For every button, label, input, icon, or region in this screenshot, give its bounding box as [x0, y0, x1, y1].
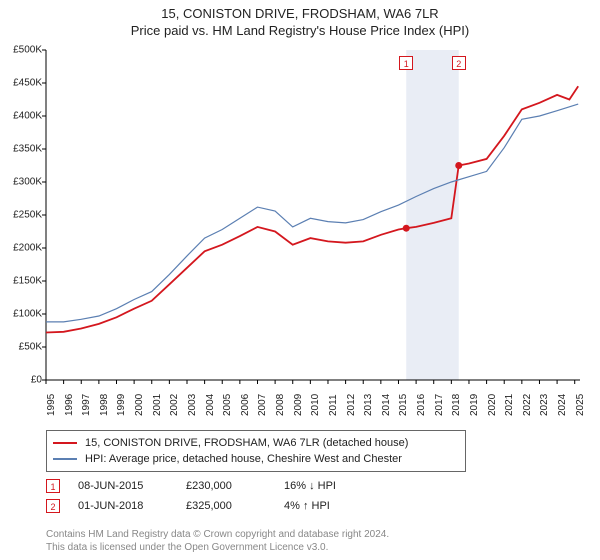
x-tick-label: 2018 [451, 394, 462, 416]
event-marker: 2 [452, 56, 466, 70]
x-tick-label: 2022 [522, 394, 533, 416]
y-tick-label: £50K [19, 342, 42, 353]
legend-label: HPI: Average price, detached house, Ches… [85, 451, 402, 467]
y-tick-label: £450K [13, 78, 42, 89]
x-tick-label: 2011 [328, 394, 339, 416]
x-tick-label: 2003 [187, 394, 198, 416]
legend-label: 15, CONISTON DRIVE, FRODSHAM, WA6 7LR (d… [85, 435, 408, 451]
sale-price: £230,000 [186, 480, 266, 492]
x-tick-label: 2006 [240, 394, 251, 416]
y-tick-label: £150K [13, 276, 42, 287]
footer-line-2: This data is licensed under the Open Gov… [46, 541, 389, 554]
y-tick-label: £500K [13, 45, 42, 56]
chart-svg [46, 50, 580, 380]
x-tick-label: 1999 [116, 394, 127, 416]
sale-marker: 1 [46, 479, 60, 493]
x-tick-label: 2010 [310, 394, 321, 416]
x-tick-label: 2015 [398, 394, 409, 416]
legend-swatch [53, 442, 77, 444]
legend-item: HPI: Average price, detached house, Ches… [53, 451, 459, 467]
legend: 15, CONISTON DRIVE, FRODSHAM, WA6 7LR (d… [46, 430, 466, 472]
x-tick-label: 2016 [416, 394, 427, 416]
x-tick-label: 2004 [205, 394, 216, 416]
sale-diff: 4% ↑ HPI [284, 500, 374, 512]
x-tick-label: 2020 [487, 394, 498, 416]
legend-swatch [53, 458, 77, 460]
y-tick-label: £350K [13, 144, 42, 155]
sale-date: 01-JUN-2018 [78, 500, 168, 512]
y-tick-label: £100K [13, 309, 42, 320]
title-line-2: Price paid vs. HM Land Registry's House … [0, 23, 600, 38]
sale-row: 1 08-JUN-2015 £230,000 16% ↓ HPI [46, 476, 374, 496]
x-tick-label: 1997 [81, 394, 92, 416]
x-tick-label: 2013 [363, 394, 374, 416]
x-tick-label: 2019 [469, 394, 480, 416]
x-tick-label: 2024 [557, 394, 568, 416]
sale-price: £325,000 [186, 500, 266, 512]
footer-attribution: Contains HM Land Registry data © Crown c… [46, 528, 389, 554]
x-tick-label: 2014 [381, 394, 392, 416]
sale-marker: 2 [46, 499, 60, 513]
y-tick-label: £250K [13, 210, 42, 221]
sale-diff: 16% ↓ HPI [284, 480, 374, 492]
chart-plot-area: 12 [46, 50, 580, 380]
x-tick-label: 2007 [257, 394, 268, 416]
x-tick-label: 2000 [134, 394, 145, 416]
x-tick-label: 2017 [434, 394, 445, 416]
x-tick-label: 2025 [575, 394, 586, 416]
x-tick-label: 2001 [152, 394, 163, 416]
sales-table: 1 08-JUN-2015 £230,000 16% ↓ HPI 2 01-JUN-201… [46, 476, 374, 516]
y-tick-label: £0 [31, 375, 42, 386]
sale-date: 08-JUN-2015 [78, 480, 168, 492]
x-tick-label: 2021 [504, 394, 515, 416]
x-tick-label: 2002 [169, 394, 180, 416]
title-line-1: 15, CONISTON DRIVE, FRODSHAM, WA6 7LR [0, 6, 600, 21]
y-axis-labels: £0£50K£100K£150K£200K£250K£300K£350K£400… [0, 50, 44, 380]
x-tick-label: 2009 [293, 394, 304, 416]
x-tick-label: 1995 [46, 394, 57, 416]
sale-row: 2 01-JUN-2018 £325,000 4% ↑ HPI [46, 496, 374, 516]
x-tick-label: 1998 [99, 394, 110, 416]
x-tick-label: 2008 [275, 394, 286, 416]
legend-item: 15, CONISTON DRIVE, FRODSHAM, WA6 7LR (d… [53, 435, 459, 451]
event-marker: 1 [399, 56, 413, 70]
x-tick-label: 2005 [222, 394, 233, 416]
x-axis-labels: 1995 1996 1997 1998 1999 2000 2001 2002 2003 2004… [46, 384, 580, 424]
x-tick-label: 2023 [539, 394, 550, 416]
footer-line-1: Contains HM Land Registry data © Crown c… [46, 528, 389, 541]
y-tick-label: £200K [13, 243, 42, 254]
x-tick-label: 2012 [346, 394, 357, 416]
y-tick-label: £400K [13, 111, 42, 122]
y-tick-label: £300K [13, 177, 42, 188]
x-tick-label: 1996 [64, 394, 75, 416]
